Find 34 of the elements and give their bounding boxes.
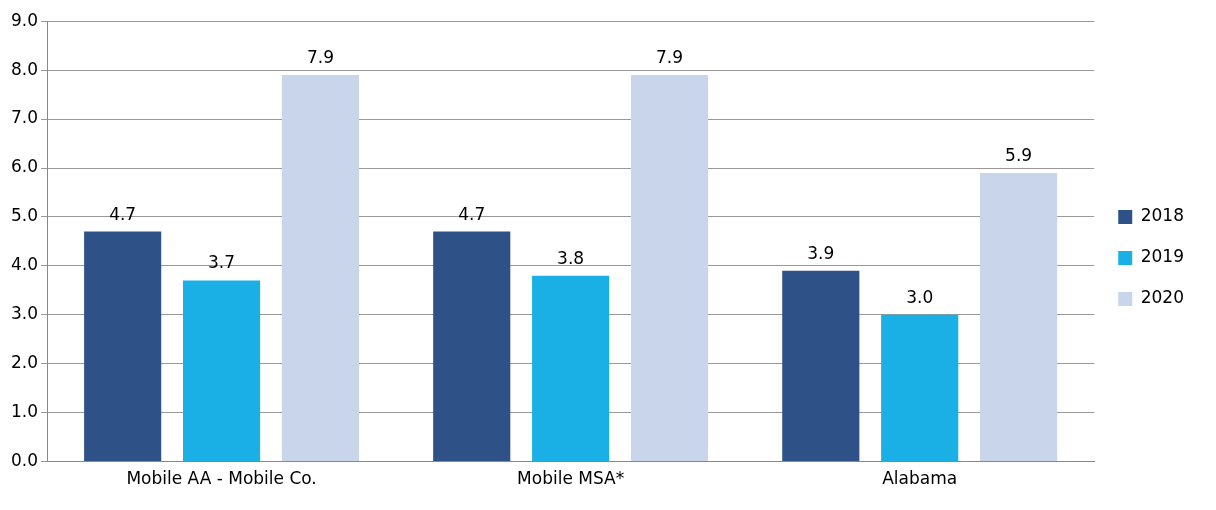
data-label: 3.8 [557,247,585,268]
legend-label: 2019 [1140,246,1184,267]
y-tick-label: 5.0 [10,205,39,226]
bar [532,275,610,462]
data-label: 7.9 [306,46,334,67]
y-tick-label: 7.0 [10,107,39,128]
x-tick-label: Mobile AA - Mobile Co. [126,468,317,489]
x-tick-label: Mobile MSA* [517,468,625,489]
data-label: 7.9 [656,46,684,67]
y-tick-label: 2.0 [10,352,39,373]
data-label: 4.7 [109,203,137,224]
bar [433,231,511,462]
data-label: 3.7 [208,252,236,273]
y-tick-label: 9.0 [10,9,39,30]
bar [281,75,360,462]
legend-label: 2020 [1140,287,1184,308]
x-tick-label: Alabama [882,468,958,489]
bar [183,280,261,462]
bar [84,231,162,462]
legend-label: 2018 [1140,205,1184,226]
bar [980,172,1058,462]
bar [782,270,860,462]
y-tick-label: 8.0 [10,58,39,79]
bar [630,75,709,462]
y-tick-label: 6.0 [10,156,39,177]
y-tick-label: 3.0 [10,303,39,324]
data-label: 3.9 [807,242,835,263]
data-label: 5.9 [1005,144,1033,165]
y-tick-label: 1.0 [10,401,39,422]
bar [881,314,959,462]
data-label: 4.7 [458,203,486,224]
data-label: 3.0 [906,286,934,307]
y-tick-label: 0.0 [10,450,39,471]
y-tick-label: 4.0 [10,254,39,275]
